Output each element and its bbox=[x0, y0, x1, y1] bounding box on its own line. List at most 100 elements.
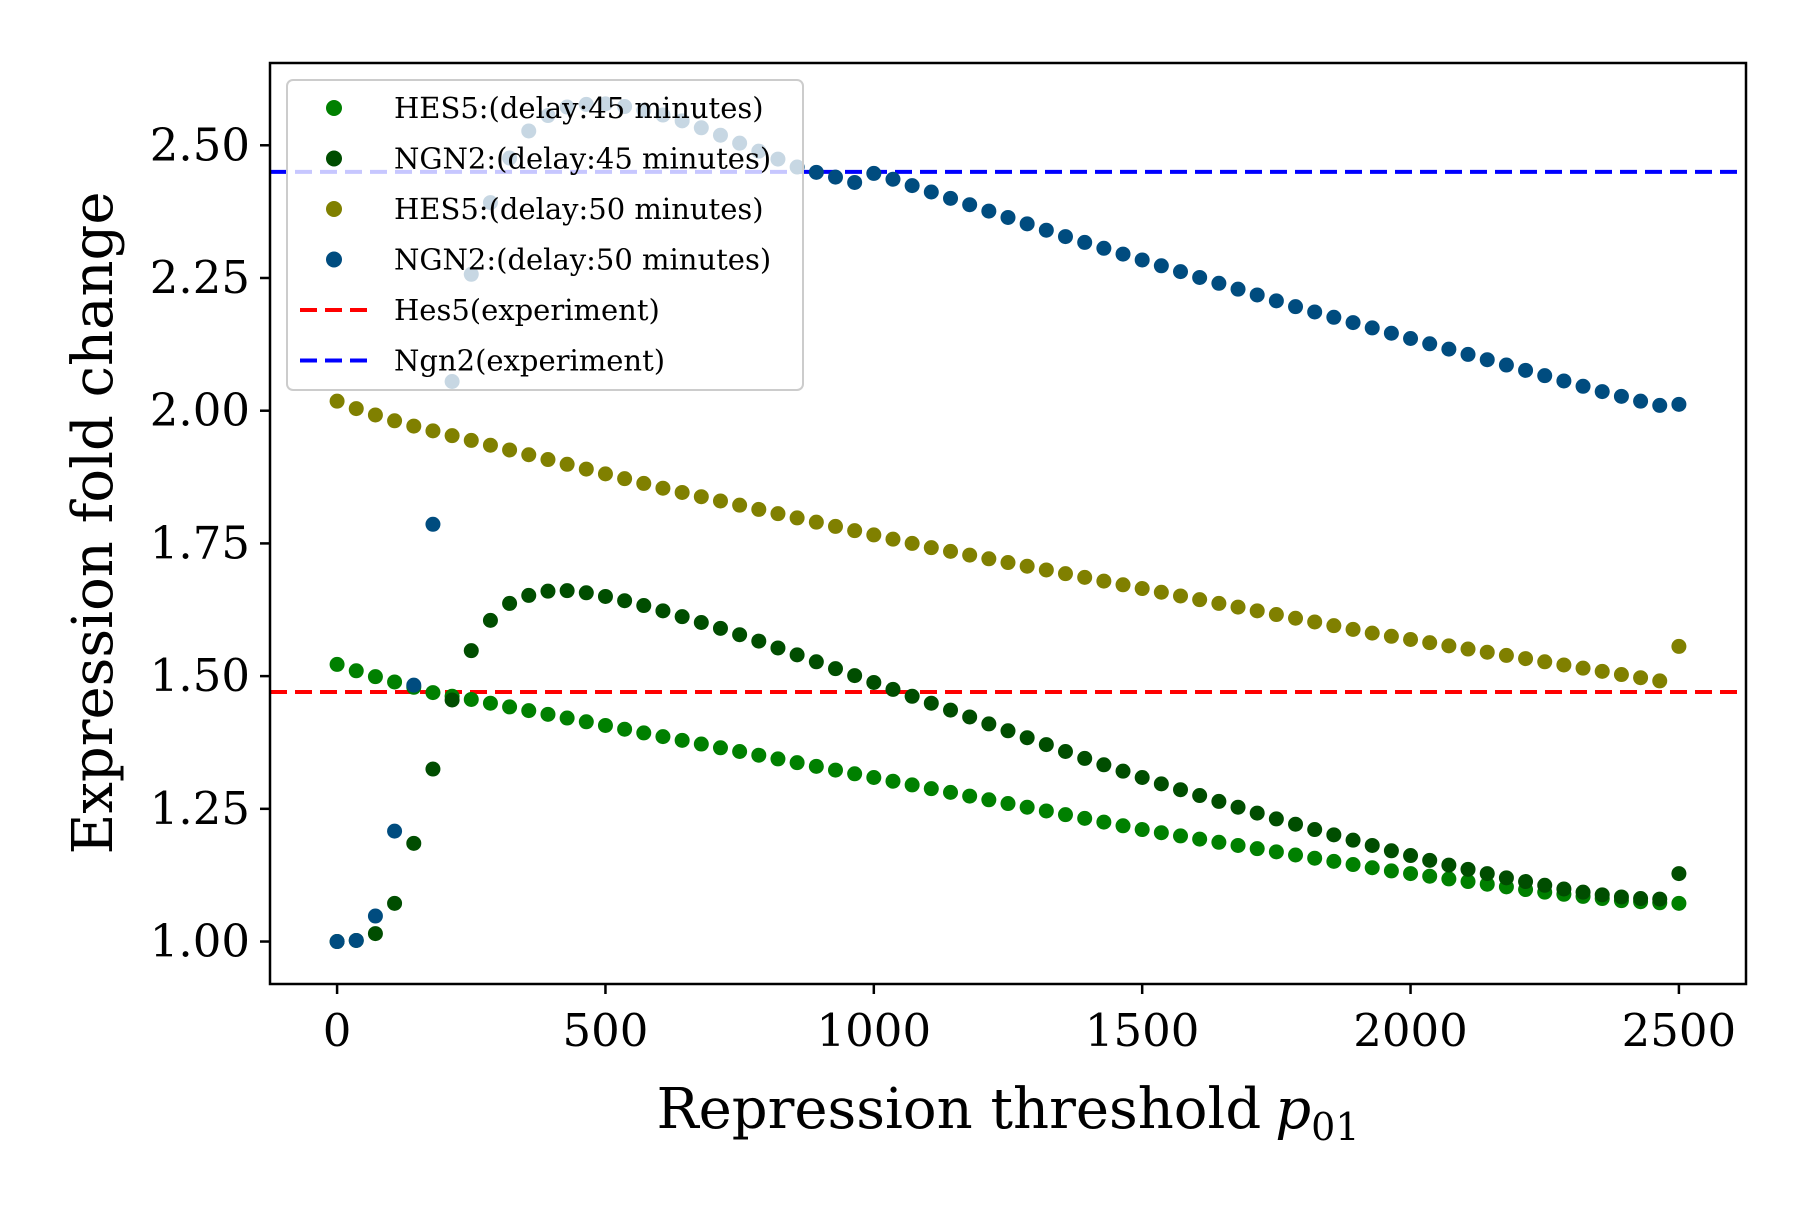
data-point bbox=[1383, 628, 1399, 644]
data-point bbox=[559, 456, 575, 472]
data-point bbox=[425, 685, 441, 701]
data-point bbox=[1460, 346, 1476, 362]
data-point bbox=[1422, 868, 1438, 884]
data-point bbox=[1403, 848, 1419, 864]
data-point bbox=[1460, 874, 1476, 890]
legend-label: NGN2:(delay:45 minutes) bbox=[394, 142, 771, 176]
data-point bbox=[1671, 638, 1687, 654]
data-point bbox=[1518, 362, 1534, 378]
legend-label: NGN2:(delay:50 minutes) bbox=[394, 243, 771, 277]
data-point bbox=[1633, 393, 1649, 409]
data-point bbox=[1326, 309, 1342, 325]
data-point bbox=[636, 725, 652, 741]
legend-marker bbox=[326, 201, 342, 217]
data-point bbox=[1268, 811, 1284, 827]
data-point bbox=[1115, 763, 1131, 779]
data-point bbox=[521, 703, 537, 719]
data-point bbox=[847, 174, 863, 190]
legend-marker bbox=[326, 150, 342, 167]
data-point bbox=[981, 716, 997, 732]
data-point bbox=[770, 640, 786, 656]
data-point bbox=[1307, 614, 1323, 630]
data-point bbox=[1192, 592, 1208, 608]
legend-label: Ngn2(experiment) bbox=[394, 344, 665, 378]
data-point bbox=[923, 695, 939, 711]
data-point bbox=[770, 506, 786, 522]
data-point bbox=[540, 583, 556, 599]
data-point bbox=[1575, 378, 1591, 394]
plot-frame bbox=[268, 61, 1748, 986]
data-point bbox=[655, 603, 671, 619]
data-point bbox=[1230, 281, 1246, 297]
data-point bbox=[1307, 822, 1323, 838]
legend-entry: Ngn2(experiment) bbox=[300, 344, 665, 378]
data-point bbox=[348, 663, 364, 679]
data-point bbox=[425, 516, 441, 532]
data-point bbox=[808, 514, 824, 530]
data-point bbox=[827, 169, 843, 185]
data-point bbox=[1633, 670, 1649, 686]
data-point bbox=[1556, 657, 1572, 673]
data-point bbox=[1230, 599, 1246, 615]
data-point bbox=[1613, 889, 1629, 905]
data-point bbox=[789, 647, 805, 663]
data-point bbox=[1230, 837, 1246, 853]
data-point bbox=[406, 835, 422, 851]
data-point bbox=[1556, 881, 1572, 897]
data-point bbox=[1460, 641, 1476, 657]
data-point bbox=[827, 661, 843, 677]
data-point bbox=[636, 598, 652, 614]
data-point bbox=[636, 475, 652, 491]
data-point bbox=[1422, 635, 1438, 651]
data-point bbox=[348, 932, 364, 948]
y-axis-label: Expression fold change bbox=[61, 191, 126, 854]
x-tick-label: 0 bbox=[323, 1004, 352, 1057]
data-point bbox=[1192, 788, 1208, 804]
data-point bbox=[1288, 299, 1304, 315]
data-point bbox=[923, 781, 939, 797]
data-point bbox=[1000, 555, 1016, 571]
data-point bbox=[1364, 860, 1380, 876]
x-axis-label: Repression threshold p01 bbox=[656, 1077, 1359, 1149]
data-point bbox=[751, 747, 767, 763]
data-point bbox=[578, 585, 594, 601]
data-point bbox=[1383, 863, 1399, 879]
data-point bbox=[1345, 315, 1361, 331]
data-point bbox=[1115, 818, 1131, 834]
data-point bbox=[1518, 874, 1534, 890]
data-point bbox=[463, 432, 479, 448]
data-point bbox=[1307, 304, 1323, 320]
data-point bbox=[732, 627, 748, 643]
data-point bbox=[655, 480, 671, 496]
data-point bbox=[943, 190, 959, 206]
data-point bbox=[1134, 252, 1150, 268]
data-point bbox=[1326, 618, 1342, 634]
data-point bbox=[1422, 336, 1438, 352]
data-point bbox=[1115, 577, 1131, 593]
legend-entry: HES5:(delay:45 minutes) bbox=[326, 91, 764, 125]
data-point bbox=[1096, 240, 1112, 256]
data-point bbox=[789, 510, 805, 526]
y-tick-label: 2.50 bbox=[150, 118, 250, 171]
legend-entry: Hes5(experiment) bbox=[300, 293, 660, 327]
data-point bbox=[1613, 388, 1629, 404]
data-point bbox=[1211, 793, 1227, 809]
data-point bbox=[540, 452, 556, 468]
data-point bbox=[329, 934, 345, 950]
data-point bbox=[1326, 827, 1342, 843]
data-point bbox=[367, 908, 383, 924]
data-point bbox=[712, 620, 728, 636]
data-point bbox=[808, 654, 824, 670]
data-point bbox=[559, 710, 575, 726]
data-point bbox=[1518, 651, 1534, 667]
data-point bbox=[1249, 805, 1265, 821]
data-point bbox=[904, 777, 920, 793]
data-point bbox=[1307, 850, 1323, 866]
data-point bbox=[674, 484, 690, 500]
data-point bbox=[1134, 822, 1150, 838]
data-point bbox=[1000, 796, 1016, 812]
data-point bbox=[1652, 397, 1668, 413]
y-tick-label: 1.50 bbox=[150, 649, 250, 702]
data-point bbox=[1575, 660, 1591, 676]
data-point bbox=[1383, 843, 1399, 859]
